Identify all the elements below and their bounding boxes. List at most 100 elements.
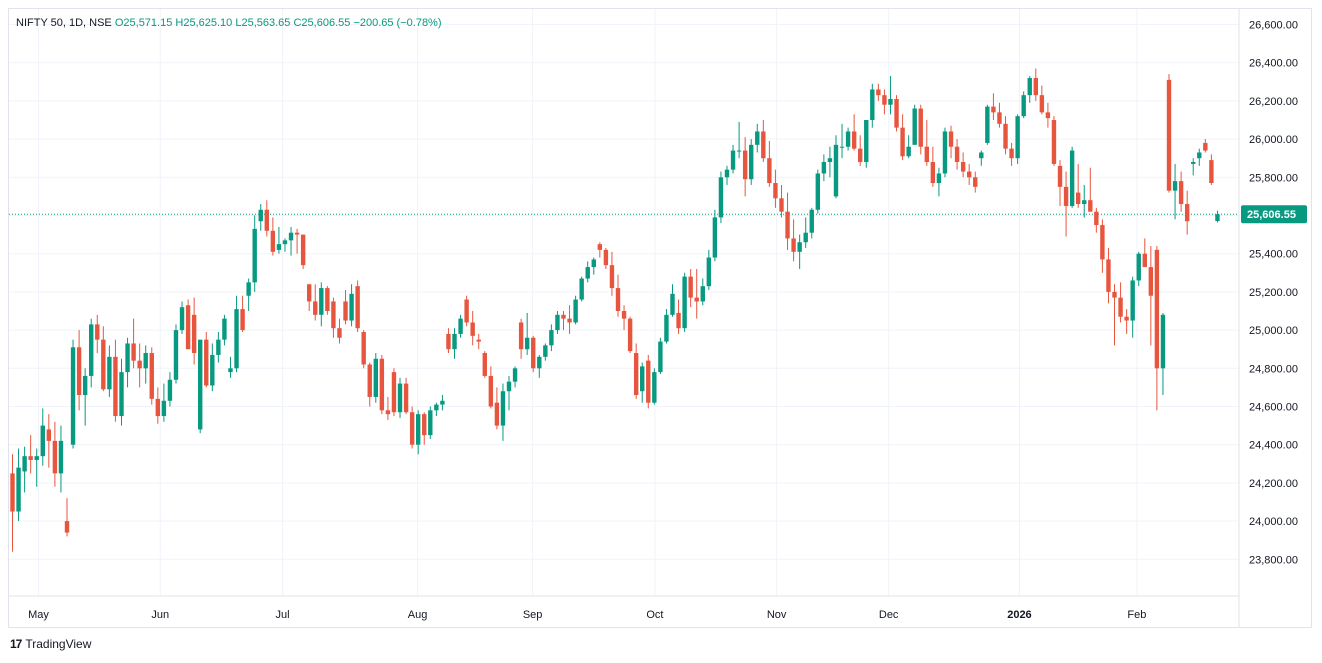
candle-down	[621, 305, 627, 331]
candle-body	[924, 146, 930, 163]
candle-body	[464, 299, 469, 323]
candle-up	[16, 448, 21, 522]
candle-up	[458, 314, 463, 338]
candle-down	[488, 366, 494, 409]
open-value: O25,571.15	[114, 17, 173, 29]
y-tick-label: 24,400.00	[1249, 440, 1298, 452]
candle-body	[173, 330, 179, 380]
candle-body	[131, 343, 136, 361]
candle-down	[10, 454, 15, 552]
candle-down	[46, 414, 52, 468]
candle-up	[827, 146, 833, 178]
candle-up	[349, 284, 354, 327]
candle-down	[325, 286, 330, 315]
candle-body	[954, 146, 960, 163]
candle-down	[779, 184, 784, 218]
candle-body	[664, 314, 669, 342]
tradingview-brand[interactable]: 17 TradingView	[10, 637, 91, 651]
candle-down	[422, 412, 427, 445]
candle-body	[1027, 77, 1032, 96]
candle-body	[10, 473, 15, 512]
candle-down	[403, 377, 409, 415]
candle-down	[131, 318, 136, 369]
candle-up	[1160, 312, 1166, 396]
candle-up	[107, 345, 112, 397]
candle-body	[900, 127, 905, 157]
candle-down	[633, 343, 639, 399]
candle-body	[761, 131, 766, 159]
candle-body	[313, 301, 318, 315]
candle-body	[718, 177, 724, 218]
candle-up	[276, 226, 282, 254]
candle-up	[1015, 114, 1020, 164]
price-chart[interactable]: 26,600.00 26,400.00 26,200.00 26,000.00 25,8…	[9, 9, 1311, 627]
candle-body	[294, 232, 300, 235]
candle-body	[706, 257, 712, 287]
candle-body	[579, 278, 584, 300]
candle-body	[845, 131, 851, 147]
candle-down	[1154, 246, 1160, 411]
candle-down	[476, 333, 481, 350]
x-tick-label: Oct	[646, 609, 663, 621]
candle-down	[494, 387, 500, 430]
candle-up	[500, 383, 506, 441]
y-tick-label: 26,200.00	[1249, 96, 1298, 108]
candle-body	[1033, 77, 1038, 96]
candle-body	[319, 288, 324, 315]
candle-body	[621, 311, 627, 319]
candle-down	[409, 406, 415, 449]
candle-body	[161, 400, 167, 417]
candle-up	[1027, 76, 1032, 103]
brand-name: TradingView	[25, 637, 92, 651]
candle-body	[403, 383, 409, 413]
candle-body	[198, 339, 203, 430]
candle-body	[1124, 316, 1129, 321]
candle-body	[210, 354, 215, 386]
candle-body	[288, 232, 294, 241]
candle-body	[270, 230, 276, 252]
chart-legend: NIFTY 50, 1D, NSE O25,571.15 H25,625.10 …	[16, 17, 442, 29]
candle-up	[34, 448, 39, 487]
candle-body	[70, 347, 76, 445]
candle-up	[210, 343, 215, 392]
candle-body	[930, 162, 936, 184]
candle-body	[282, 240, 288, 245]
candle-body	[821, 162, 827, 174]
candle-down	[791, 219, 796, 262]
candle-down	[306, 284, 312, 311]
candle-body	[694, 297, 699, 302]
candle-down	[313, 284, 318, 321]
candle-body	[1009, 148, 1014, 159]
candle-body	[28, 456, 33, 460]
candle-body	[1130, 280, 1135, 321]
candle-body	[276, 244, 282, 250]
candle-up	[1069, 146, 1075, 208]
candle-up	[512, 366, 518, 388]
candle-up	[682, 272, 687, 333]
candle-body	[409, 412, 415, 445]
candle-body	[107, 356, 112, 390]
candle-body	[355, 286, 360, 329]
candle-body	[555, 314, 560, 331]
candle-body	[434, 404, 439, 411]
y-tick-label: 26,400.00	[1249, 58, 1298, 70]
candle-down	[742, 137, 748, 197]
y-tick-label: 26,600.00	[1249, 20, 1298, 32]
candle-down	[240, 295, 245, 333]
candle-down	[379, 354, 385, 415]
candle-body	[76, 347, 82, 396]
candle-down	[470, 311, 475, 346]
candle-up	[700, 278, 705, 306]
candle-body	[1154, 249, 1160, 369]
candle-body	[1088, 200, 1093, 212]
candle-down	[185, 299, 191, 350]
y-tick-label: 23,800.00	[1249, 554, 1298, 566]
candle-down	[464, 295, 469, 327]
candle-body	[191, 314, 197, 354]
candle-down	[876, 83, 881, 101]
candle-body	[125, 343, 130, 373]
candle-down	[1124, 309, 1129, 334]
candle-body	[391, 372, 397, 413]
candle-down	[694, 268, 699, 319]
